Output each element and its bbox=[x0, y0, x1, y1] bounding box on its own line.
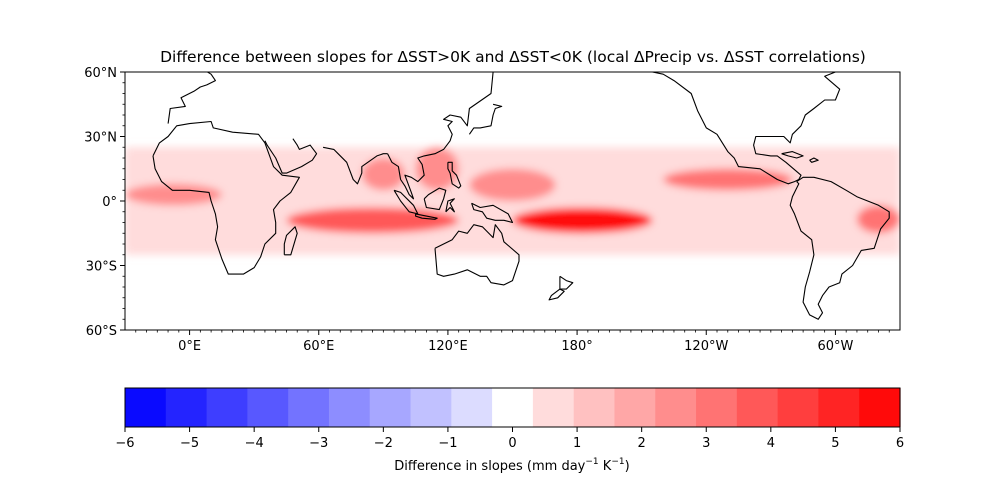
colorbar-tick-label: −5 bbox=[180, 436, 199, 451]
field-region-brazil-coast bbox=[856, 205, 900, 234]
field-region-east-pacific-itcz bbox=[663, 168, 793, 191]
colorbar-cell bbox=[859, 388, 901, 427]
coastline-australia bbox=[434, 224, 520, 286]
coastline-india bbox=[322, 146, 388, 185]
lat-tick-label: 0° bbox=[102, 195, 117, 210]
lat-tick-label: 60°N bbox=[84, 66, 117, 81]
colorbar-cell bbox=[125, 388, 167, 427]
colorbar-cell bbox=[369, 388, 412, 427]
colorbar-tick-label: −6 bbox=[115, 436, 134, 451]
precip-slope-field bbox=[125, 147, 900, 255]
coastline-nz-s bbox=[548, 288, 565, 301]
latitude-axis: 60°N 30°N 0° 30°S 60°S bbox=[84, 66, 125, 339]
coastlines bbox=[152, 72, 890, 320]
colorbar-cell bbox=[614, 388, 656, 427]
colorbar: −6 −5 −4 −3 −2 −1 0 1 2 3 4 5 6 Difference in slopes… bbox=[115, 387, 904, 474]
colorbar-cell bbox=[736, 388, 779, 427]
coastline-arabia bbox=[264, 138, 318, 174]
coastline-nz bbox=[559, 275, 574, 290]
coastline-sulawesi bbox=[445, 198, 455, 213]
coastline-cuba bbox=[781, 151, 804, 159]
colorbar-tick-label: 6 bbox=[896, 436, 904, 451]
lon-tick-label: 120°W bbox=[684, 339, 728, 354]
field-region-atlantic-itcz bbox=[125, 183, 222, 206]
colorbar-tick-label: 3 bbox=[702, 436, 710, 451]
field-region-spcz bbox=[512, 207, 653, 234]
colorbar-tick-label: 5 bbox=[831, 436, 839, 451]
field-region-indian-ocean-south bbox=[286, 207, 459, 234]
colorbar-cell bbox=[696, 388, 738, 427]
colorbar-tick-label: −1 bbox=[438, 436, 457, 451]
colorbar-tick-label: 0 bbox=[508, 436, 516, 451]
coastline-hispaniola bbox=[809, 157, 819, 163]
coastline-madagascar bbox=[283, 226, 298, 256]
coastline-philippines bbox=[447, 161, 462, 189]
coastline-s-america bbox=[789, 176, 890, 320]
colorbar-cell bbox=[288, 388, 330, 427]
colorbar-cell bbox=[573, 388, 616, 427]
coastline-se-asia bbox=[387, 72, 494, 200]
colorbar-cell bbox=[247, 388, 289, 427]
coastline-europe bbox=[167, 72, 216, 124]
lon-tick-label: 60°E bbox=[303, 339, 334, 354]
colorbar-label: Difference in slopes (mm day−1 K−1) bbox=[394, 457, 629, 474]
colorbar-cell bbox=[328, 388, 371, 427]
colorbar-tick-label: 1 bbox=[573, 436, 581, 451]
lat-tick-label: 30°S bbox=[86, 260, 117, 275]
colorbar-cell bbox=[818, 388, 860, 427]
colorbar-cell bbox=[655, 388, 697, 427]
lon-tick-label: 0°E bbox=[178, 339, 201, 354]
colorbar-tick-label: −3 bbox=[309, 436, 328, 451]
lon-tick-label: 180° bbox=[561, 339, 592, 354]
colorbar-cell bbox=[532, 388, 575, 427]
chart-title: Difference between slopes for ΔSST>0K an… bbox=[160, 48, 866, 66]
colorbar-cell bbox=[777, 388, 820, 427]
colorbar-cell bbox=[206, 388, 248, 427]
colorbar-tick-label: 4 bbox=[767, 436, 775, 451]
coastline-n-america bbox=[652, 72, 841, 185]
colorbar-tick-label: −2 bbox=[374, 436, 393, 451]
lon-tick-label: 120°E bbox=[428, 339, 468, 354]
lat-tick-label: 30°N bbox=[84, 131, 117, 146]
colorbar-cell bbox=[410, 388, 452, 427]
field-region-south-china-sea bbox=[415, 147, 459, 191]
colorbar-cell bbox=[165, 388, 208, 427]
lat-tick-label: 60°S bbox=[86, 324, 117, 339]
colorbar-cell bbox=[492, 388, 534, 427]
lon-tick-label: 60°W bbox=[817, 339, 853, 354]
colorbar-tick-label: −4 bbox=[245, 436, 264, 451]
coastline-new-guinea bbox=[471, 202, 514, 224]
field-region-west-pacific bbox=[469, 168, 556, 201]
colorbar-tick-label: 2 bbox=[638, 436, 646, 451]
map-area bbox=[124, 71, 901, 331]
longitude-axis: 0°E 60°E 120°E 180° 120°W 60°W bbox=[135, 330, 890, 354]
coastline-japan bbox=[468, 103, 503, 135]
coastline-borneo bbox=[423, 187, 447, 211]
colorbar-cell bbox=[451, 388, 493, 427]
field-region-bay-of-bengal bbox=[361, 158, 405, 191]
coastline-java bbox=[415, 213, 438, 220]
coastline-africa bbox=[152, 120, 300, 275]
